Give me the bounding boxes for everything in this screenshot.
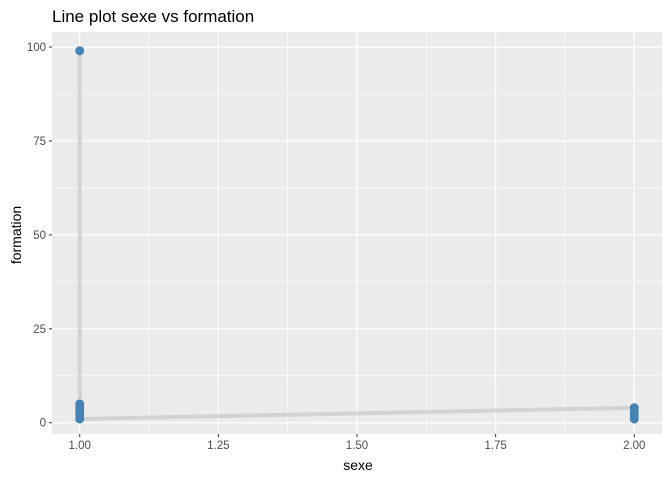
data-point — [75, 46, 85, 56]
y-tick-label: 100 — [27, 42, 46, 54]
x-tick-label: 1.75 — [484, 440, 506, 452]
x-tick-label: 1.00 — [69, 440, 91, 452]
y-tick-label: 25 — [33, 324, 46, 336]
chart-title: Line plot sexe vs formation — [52, 7, 254, 26]
y-tick-label: 50 — [33, 230, 46, 242]
x-axis: 1.00 1.25 1.50 1.75 2.00 — [69, 434, 645, 452]
y-axis-title: formation — [8, 206, 24, 264]
series-points-layer — [75, 46, 639, 424]
y-axis: 0 25 50 75 100 — [27, 42, 52, 430]
x-tick-label: 1.50 — [346, 440, 368, 452]
y-tick-label: 75 — [33, 136, 46, 148]
x-axis-title: sexe — [343, 457, 373, 473]
x-tick-label: 1.25 — [207, 440, 229, 452]
data-point — [629, 414, 639, 424]
x-tick-label: 2.00 — [623, 440, 645, 452]
data-point — [75, 414, 85, 424]
y-tick-label: 0 — [40, 418, 46, 430]
